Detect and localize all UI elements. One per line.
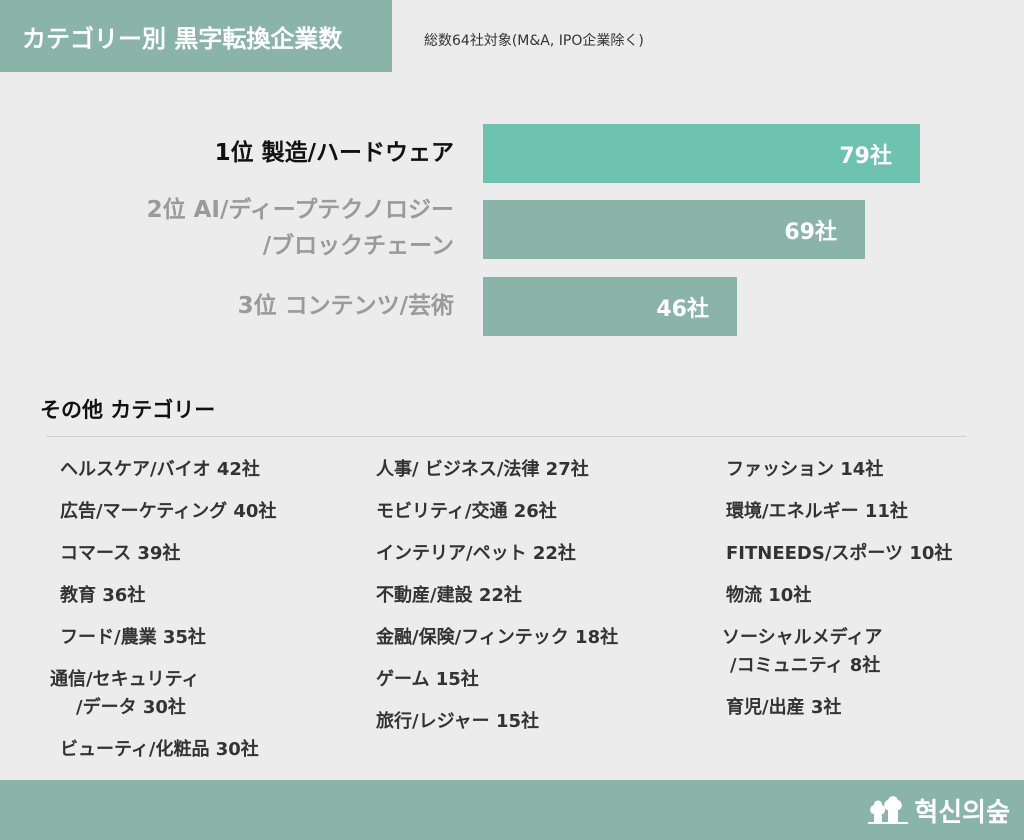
bar-rank-2: 69社: [483, 200, 865, 259]
divider: [46, 436, 966, 437]
category-item: フード/農業 35社: [60, 627, 206, 648]
category-item: コマース 39社: [60, 543, 181, 564]
category-item: 教育 36社: [60, 585, 146, 606]
others-column-2: 人事/ ビジネス/法律 27社 モビリティ/交通 26社 インテリア/ペット 2…: [376, 456, 618, 750]
logo-text: 혁신의숲: [914, 798, 1010, 828]
category-item: 広告/マーケティング 40社: [60, 501, 277, 522]
others-title: その他 カテゴリー: [40, 398, 216, 422]
category-item: 育児/出産 3社: [726, 697, 842, 718]
category-item: ファッション 14社: [726, 459, 884, 480]
category-item: 通信/セキュリティ /データ 30社: [50, 666, 276, 736]
category-item: 人事/ ビジネス/法律 27社: [376, 459, 589, 480]
category-item-line2: /データ 30社: [76, 697, 186, 718]
footer: 혁신의숲: [0, 780, 1024, 840]
rank-1-label: 1位 製造/ハードウェア: [214, 140, 454, 166]
rank-3-label: 3位 コンテンツ/芸術: [237, 293, 454, 319]
category-item-line1: 通信/セキュリティ: [50, 669, 200, 690]
category-item-line2: /コミュニティ 8社: [730, 655, 881, 676]
page-title: カテゴリー別 黒字転換企業数: [0, 0, 392, 72]
title-text: カテゴリー別 黒字転換企業数: [22, 24, 343, 53]
others-column-3: ファッション 14社 環境/エネルギー 11社 FITNEEDS/スポーツ 10…: [722, 456, 953, 736]
others-column-1: ヘルスケア/バイオ 42社 広告/マーケティング 40社 コマース 39社 教育…: [50, 456, 277, 778]
category-item-line1: ソーシャルメディア: [722, 627, 883, 648]
bar-rank-3: 46社: [483, 277, 737, 336]
category-item: 不動産/建設 22社: [376, 585, 522, 606]
bar-rank-1: 79社: [483, 124, 920, 183]
category-item: 環境/エネルギー 11社: [726, 501, 908, 522]
category-item: インテリア/ペット 22社: [376, 543, 576, 564]
category-item: 金融/保険/フィンテック 18社: [376, 627, 619, 648]
bar-value-label: 69社: [784, 219, 837, 245]
category-item: モビリティ/交通 26社: [376, 501, 557, 522]
category-item: FITNEEDS/スポーツ 10社: [726, 543, 953, 564]
logo: 혁신의숲: [868, 792, 1010, 829]
category-item: 物流 10社: [726, 585, 812, 606]
forest-icon: [868, 795, 909, 824]
bar-value-label: 79社: [839, 143, 892, 169]
category-item: ゲーム 15社: [376, 669, 479, 690]
bar-value-label: 46社: [656, 296, 709, 322]
category-item: ソーシャルメディア /コミュニティ 8社: [722, 624, 952, 694]
category-item: ヘルスケア/バイオ 42社: [60, 459, 260, 480]
subtitle: 総数64社対象(M&A, IPO企業除く): [424, 33, 644, 49]
rank-2-label-line1: 2位 AI/ディープテクノロジー: [146, 197, 454, 223]
category-item: 旅行/レジャー 15社: [376, 711, 539, 732]
rank-2-label-line2: /ブロックチェーン: [262, 233, 454, 259]
category-item: ビューティ/化粧品 30社: [60, 739, 259, 760]
